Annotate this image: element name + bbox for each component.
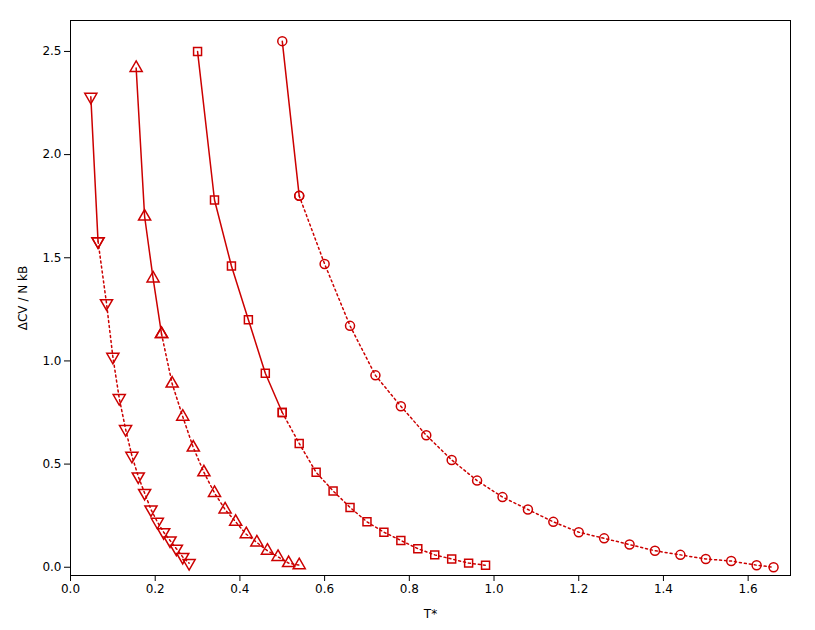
svg-text:2.5: 2.5 xyxy=(42,44,61,58)
svg-text:1.5: 1.5 xyxy=(42,251,61,265)
svg-text:0.4: 0.4 xyxy=(230,582,249,596)
svg-text:1.0: 1.0 xyxy=(42,354,61,368)
svg-text:1.4: 1.4 xyxy=(654,582,673,596)
svg-text:ΔCV / N kB: ΔCV / N kB xyxy=(16,266,30,330)
svg-text:2.0: 2.0 xyxy=(42,147,61,161)
svg-text:0.8: 0.8 xyxy=(400,582,419,596)
svg-text:0.2: 0.2 xyxy=(146,582,165,596)
svg-text:T*: T* xyxy=(423,607,437,621)
svg-text:0.0: 0.0 xyxy=(61,582,80,596)
svg-text:0.0: 0.0 xyxy=(42,560,61,574)
svg-text:0.5: 0.5 xyxy=(42,457,61,471)
svg-text:1.0: 1.0 xyxy=(484,582,503,596)
svg-text:1.6: 1.6 xyxy=(739,582,758,596)
svg-text:1.2: 1.2 xyxy=(569,582,588,596)
svg-text:0.6: 0.6 xyxy=(315,582,334,596)
